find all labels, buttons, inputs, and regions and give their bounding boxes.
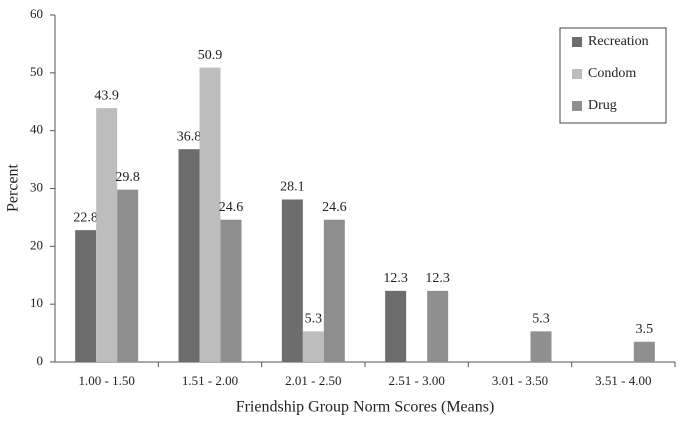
bar: [75, 230, 97, 362]
x-tick-label: 2.01 - 2.50: [285, 373, 341, 388]
value-label: 24.6: [322, 200, 347, 215]
value-label: 50.9: [198, 48, 223, 63]
x-axis-label: Friendship Group Norm Scores (Means): [236, 399, 495, 416]
bar: [302, 331, 324, 362]
y-tick-label: 50: [30, 64, 43, 79]
x-tick-label: 1.00 - 1.50: [78, 373, 134, 388]
y-tick-label: 10: [30, 295, 43, 310]
value-label: 22.8: [73, 210, 98, 225]
value-label: 12.3: [383, 271, 408, 286]
bar: [427, 290, 449, 362]
value-label: 24.6: [219, 200, 244, 215]
value-label: 3.5: [636, 322, 654, 337]
legend-label: Recreation: [588, 34, 649, 49]
y-tick-label: 40: [30, 122, 43, 137]
bar: [199, 67, 221, 363]
value-label: 36.8: [177, 129, 202, 144]
x-tick-label: 2.51 - 3.00: [388, 373, 444, 388]
bar: [385, 290, 407, 362]
x-tick-label: 3.01 - 3.50: [492, 373, 548, 388]
legend-label: Condom: [588, 66, 636, 81]
y-axis-label: Percent: [5, 163, 22, 212]
bar: [178, 149, 200, 362]
bar: [96, 108, 118, 362]
value-label: 43.9: [94, 88, 119, 103]
bar: [220, 219, 242, 362]
value-label: 29.8: [115, 170, 140, 185]
bar: [530, 331, 552, 362]
x-tick-label: 1.51 - 2.00: [182, 373, 238, 388]
y-tick-label: 0: [37, 353, 44, 368]
bar: [633, 341, 655, 362]
value-label: 12.3: [425, 271, 450, 286]
y-tick-label: 60: [30, 6, 43, 21]
legend-label: Drug: [588, 98, 617, 113]
legend-swatch: [572, 37, 582, 47]
value-label: 5.3: [532, 312, 550, 327]
value-label: 5.3: [305, 312, 323, 327]
legend-swatch: [572, 69, 582, 79]
legend-swatch: [572, 101, 582, 111]
bar: [323, 219, 345, 362]
value-label: 28.1: [280, 180, 305, 195]
y-tick-label: 20: [30, 237, 43, 252]
bar: [117, 189, 139, 362]
x-tick-label: 3.51 - 4.00: [595, 373, 651, 388]
bar: [281, 199, 303, 362]
y-tick-label: 30: [30, 179, 43, 194]
